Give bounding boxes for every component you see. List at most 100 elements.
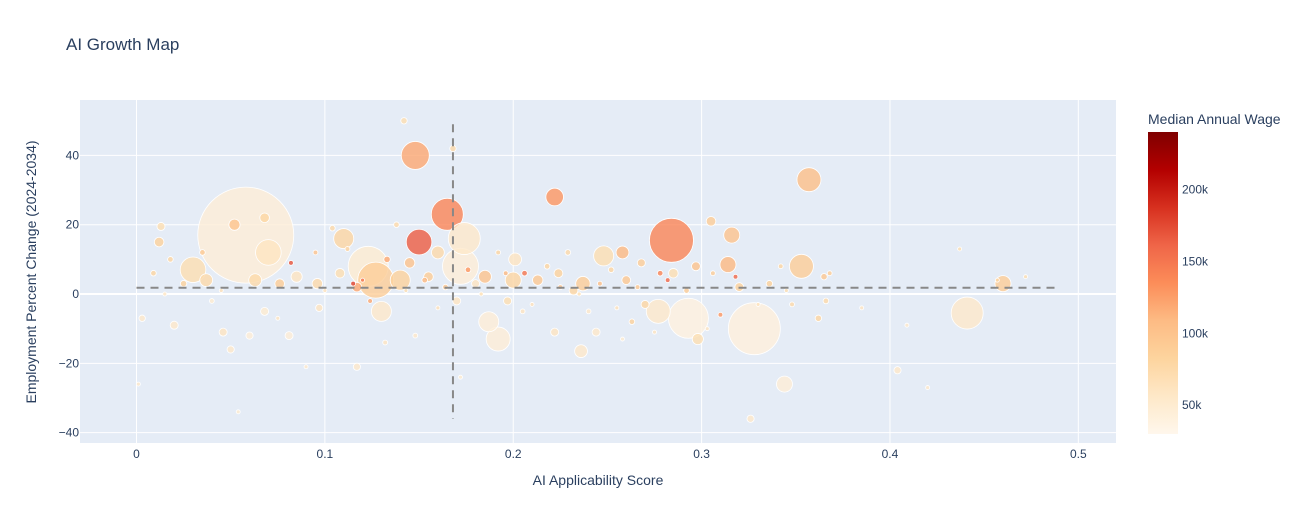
data-point xyxy=(389,269,411,291)
y-tick-label: −20 xyxy=(59,356,80,370)
data-point xyxy=(508,252,522,267)
data-point xyxy=(431,245,445,260)
x-tick-label: 0.3 xyxy=(693,447,710,461)
data-point xyxy=(564,249,572,256)
colorbar-ticks: 50k 100k 150k 200k xyxy=(1182,183,1209,413)
data-point xyxy=(478,291,484,297)
data-point xyxy=(275,315,281,321)
data-point xyxy=(393,221,400,228)
y-tick-label: 20 xyxy=(66,218,80,232)
data-point xyxy=(478,311,500,333)
data-point xyxy=(218,327,228,337)
data-point xyxy=(597,280,603,287)
data-point xyxy=(822,297,830,305)
data-point xyxy=(893,366,902,375)
data-point xyxy=(668,297,709,339)
data-point xyxy=(260,306,269,316)
data-point xyxy=(636,258,646,268)
colorbar-tick-label: 200k xyxy=(1182,183,1209,197)
data-point xyxy=(404,257,416,269)
data-point xyxy=(370,300,392,322)
data-point xyxy=(471,279,480,289)
data-point xyxy=(367,298,373,304)
data-point xyxy=(634,284,641,290)
data-point xyxy=(820,273,828,281)
data-point xyxy=(717,312,724,318)
data-point xyxy=(649,217,694,263)
data-point xyxy=(814,314,822,322)
colorbar-tick-label: 50k xyxy=(1182,398,1202,412)
data-point xyxy=(199,249,206,256)
data-point xyxy=(303,364,309,370)
y-axis-label: Employment Percent Change (2024-2034) xyxy=(23,140,39,403)
data-point xyxy=(620,336,625,342)
data-point xyxy=(495,249,501,256)
data-point xyxy=(723,226,741,244)
data-point xyxy=(400,117,408,125)
data-point xyxy=(593,245,615,267)
data-point xyxy=(656,270,664,277)
data-point xyxy=(352,362,361,371)
y-tick-label: 0 xyxy=(72,287,79,301)
data-point xyxy=(245,331,254,340)
data-point xyxy=(403,288,409,293)
data-point xyxy=(255,239,282,266)
data-point xyxy=(464,266,472,273)
reference-lines xyxy=(136,124,1060,419)
data-point xyxy=(704,326,710,332)
data-point xyxy=(826,270,833,277)
data-point xyxy=(449,144,457,153)
data-point xyxy=(452,296,462,306)
data-point xyxy=(179,256,207,283)
data-point xyxy=(543,263,551,270)
data-point xyxy=(503,296,512,306)
colorbar xyxy=(1148,132,1178,434)
data-point xyxy=(344,246,351,252)
data-point xyxy=(705,216,717,227)
data-point xyxy=(994,277,1000,283)
data-point xyxy=(478,269,492,284)
data-point xyxy=(209,298,215,304)
data-point xyxy=(691,333,704,346)
data-point xyxy=(150,270,157,277)
data-point xyxy=(334,268,346,279)
x-tick-label: 0.5 xyxy=(1070,447,1087,461)
data-point xyxy=(755,302,761,307)
data-point xyxy=(777,263,784,270)
data-point xyxy=(447,222,481,255)
x-tick-label: 0 xyxy=(133,447,140,461)
data-point xyxy=(1023,274,1028,280)
data-point xyxy=(746,414,755,423)
data-point xyxy=(529,302,535,307)
data-point xyxy=(545,187,564,207)
data-point xyxy=(645,298,671,324)
data-point xyxy=(421,276,428,284)
data-point xyxy=(789,301,795,308)
data-point xyxy=(789,253,814,279)
data-point xyxy=(485,326,511,352)
data-point xyxy=(412,332,419,339)
data-point xyxy=(333,228,355,249)
data-point xyxy=(615,245,630,260)
data-point xyxy=(235,409,241,415)
x-axis-ticks: 0 0.1 0.2 0.3 0.4 0.5 xyxy=(133,447,1087,461)
data-point xyxy=(228,218,241,231)
data-point xyxy=(621,275,632,285)
colorbar-title: Median Annual Wage xyxy=(1148,111,1281,127)
data-point xyxy=(504,271,522,289)
data-point xyxy=(502,270,509,277)
y-tick-label: 40 xyxy=(66,148,80,162)
data-point xyxy=(727,302,781,356)
data-point xyxy=(400,141,430,170)
data-point xyxy=(430,197,464,231)
data-point xyxy=(532,274,544,286)
data-point xyxy=(904,322,910,328)
data-point xyxy=(776,375,793,393)
data-point xyxy=(153,236,165,248)
colorbar-tick-label: 100k xyxy=(1182,326,1209,340)
data-point xyxy=(288,260,294,266)
data-point xyxy=(284,331,294,340)
y-axis-ticks: −40 −20 0 20 40 xyxy=(59,148,80,439)
data-point xyxy=(197,186,295,284)
